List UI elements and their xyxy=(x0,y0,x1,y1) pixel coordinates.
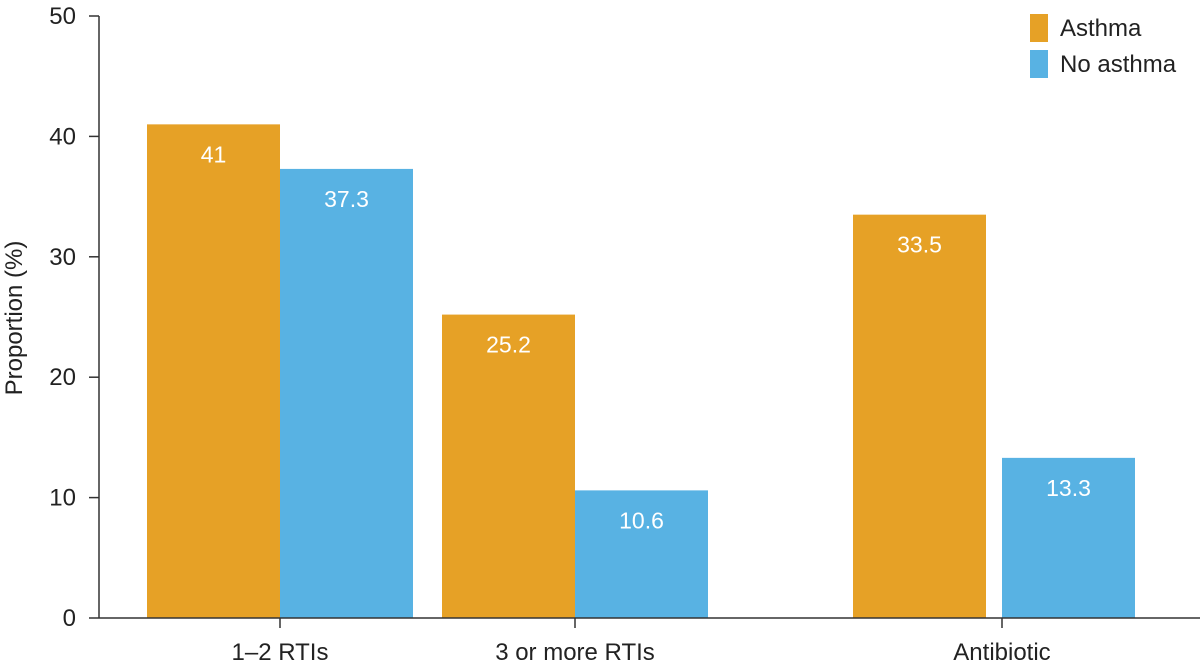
legend-swatch xyxy=(1030,14,1048,42)
bar xyxy=(147,124,280,619)
bar-value-label: 33.5 xyxy=(897,232,942,258)
bar xyxy=(280,168,413,618)
y-axis: 0 10 20 30 40 50 xyxy=(49,3,100,632)
legend-label: Asthma xyxy=(1060,15,1142,42)
bar-value-label: 41 xyxy=(201,141,227,167)
legend-swatch xyxy=(1030,50,1048,78)
bar xyxy=(853,214,986,618)
bar-value-label: 10.6 xyxy=(619,507,664,533)
legend-label: No asthma xyxy=(1060,51,1177,78)
bar xyxy=(1002,457,1135,618)
legend: Asthma No asthma xyxy=(1030,14,1177,78)
y-tick-label: 10 xyxy=(49,485,76,512)
y-tick-label: 40 xyxy=(49,123,76,150)
y-tick-label: 20 xyxy=(49,364,76,391)
bars-group: 41 25.2 33.5 37.3 10.6 13.3 xyxy=(147,124,1135,619)
bar xyxy=(442,314,575,618)
y-tick-label: 30 xyxy=(49,244,76,271)
bar-value-label: 25.2 xyxy=(486,332,531,358)
x-axis: 1–2 RTIs 3 or more RTIs Antibiotic xyxy=(99,617,1200,666)
bar-value-label: 37.3 xyxy=(324,186,369,212)
y-tick-label: 50 xyxy=(49,3,76,30)
y-axis-title: Proportion (%) xyxy=(1,241,28,396)
y-tick-label: 0 xyxy=(63,605,76,632)
x-tick-label: 1–2 RTIs xyxy=(232,639,329,666)
bar xyxy=(575,490,708,618)
bar-value-label: 13.3 xyxy=(1046,475,1091,501)
x-tick-label: Antibiotic xyxy=(953,639,1050,666)
x-tick-label: 3 or more RTIs xyxy=(495,639,655,666)
